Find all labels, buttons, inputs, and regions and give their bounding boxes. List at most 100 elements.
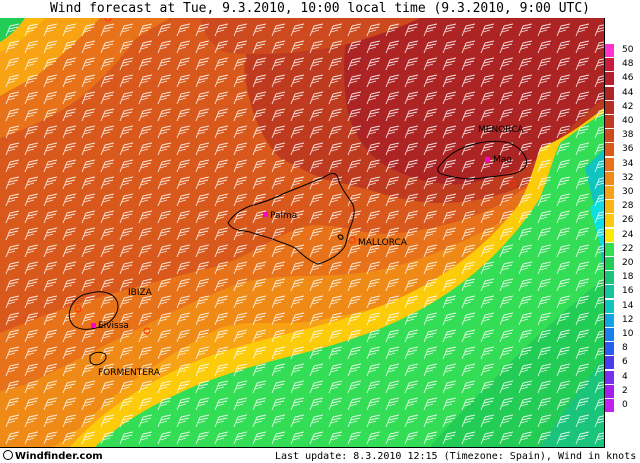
- mallorca-coastline: [227, 172, 355, 265]
- wind-barb: [594, 177, 604, 190]
- wind-barb: [43, 244, 58, 258]
- wind-barb: [290, 142, 305, 156]
- eivissa-marker: [91, 323, 96, 328]
- wind-map[interactable]: MENORCA Mao Palma MALLORCA IBIZA Eivissa…: [0, 18, 605, 448]
- wind-barb: [81, 397, 96, 411]
- wind-barb: [5, 278, 20, 292]
- wind-barb: [214, 295, 229, 309]
- wind-barb: [328, 108, 343, 122]
- wind-barb: [499, 363, 514, 377]
- wind-barb: [309, 312, 324, 326]
- legend-label: 16: [622, 286, 634, 297]
- wind-barb: [442, 414, 457, 428]
- wind-barb: [461, 108, 476, 122]
- wind-barb: [5, 414, 20, 428]
- wind-barb: [309, 193, 324, 207]
- wind-barb: [480, 397, 495, 411]
- spot-marker-2: [348, 236, 356, 244]
- wind-barb: [43, 295, 58, 309]
- wind-barb: [366, 380, 381, 394]
- wind-barb: [480, 227, 495, 241]
- wind-barb: [195, 159, 210, 173]
- wind-barb: [195, 74, 210, 88]
- wind-barb: [290, 363, 305, 377]
- wind-barb: [43, 329, 58, 343]
- wind-barb: [556, 312, 571, 326]
- wind-barb: [290, 346, 305, 360]
- wind-barb: [43, 142, 58, 156]
- wind-barb: [62, 74, 77, 88]
- wind-barb: [195, 227, 210, 241]
- wind-barb: [499, 380, 514, 394]
- wind-barb: [347, 57, 362, 71]
- legend-label: 10: [622, 329, 634, 339]
- legend-label: 14: [622, 300, 634, 311]
- wind-barb: [347, 210, 362, 224]
- wind-barb: [195, 40, 210, 54]
- wind-barb: [252, 125, 267, 139]
- wind-barb: [347, 108, 362, 122]
- wind-barb: [81, 346, 96, 360]
- wind-barb: [290, 159, 305, 173]
- wind-barb: [423, 74, 438, 88]
- wind-barb: [537, 23, 552, 37]
- label-formentera: FORMENTERA: [98, 368, 161, 378]
- formentera-coastline: [89, 351, 107, 366]
- wind-barb: [537, 108, 552, 122]
- wind-barb: [252, 380, 267, 394]
- wind-barb: [442, 23, 457, 37]
- wind-barb: [442, 431, 457, 445]
- wind-barb: [328, 397, 343, 411]
- wind-barb: [214, 142, 229, 156]
- wind-barb: [81, 57, 96, 71]
- windfinder-logo[interactable]: Windfinder.com: [3, 450, 103, 463]
- wind-barb: [594, 92, 604, 105]
- wind-barb: [81, 380, 96, 394]
- wind-barb: [347, 312, 362, 326]
- wind-barb: [347, 176, 362, 190]
- wind-barb: [271, 23, 286, 37]
- legend-item: 46: [605, 72, 640, 86]
- wind-barb: [309, 91, 324, 105]
- wind-barb: [252, 346, 267, 360]
- legend-label: 26: [622, 215, 634, 226]
- wind-barb: [43, 176, 58, 190]
- wind-barb: [176, 261, 191, 275]
- wind-barb: [575, 363, 590, 377]
- wind-barb: [233, 397, 248, 411]
- wind-barb: [404, 346, 419, 360]
- wind-barb: [594, 194, 604, 207]
- wind-barb: [442, 159, 457, 173]
- wind-barb: [100, 261, 115, 275]
- wind-barb: [5, 159, 20, 173]
- legend-swatch: [605, 200, 614, 214]
- wind-barb: [499, 23, 514, 37]
- wind-barb: [119, 57, 134, 71]
- wind-barb: [138, 363, 153, 377]
- wind-barb: [328, 363, 343, 377]
- wind-barb: [575, 176, 590, 190]
- wind-barb: [271, 74, 286, 88]
- legend-item: 16: [605, 285, 640, 299]
- wind-barb: [119, 261, 134, 275]
- wind-barb: [176, 23, 191, 37]
- wind-barb: [556, 414, 571, 428]
- wind-barb: [575, 108, 590, 122]
- wind-barb: [138, 414, 153, 428]
- wind-barb: [290, 108, 305, 122]
- wind-barb: [556, 74, 571, 88]
- spot-marker-3: [508, 179, 516, 187]
- wind-barb: [138, 108, 153, 122]
- wind-barb: [24, 397, 39, 411]
- wind-barb: [157, 261, 172, 275]
- wind-barb: [214, 414, 229, 428]
- wind-barb: [423, 176, 438, 190]
- wind-barb: [214, 74, 229, 88]
- wind-barb: [404, 380, 419, 394]
- legend-swatch: [605, 384, 614, 398]
- wind-barb: [252, 312, 267, 326]
- coastlines: [68, 140, 527, 366]
- wind-barb: [556, 278, 571, 292]
- wind-barb: [119, 312, 134, 326]
- legend-swatch: [605, 242, 614, 256]
